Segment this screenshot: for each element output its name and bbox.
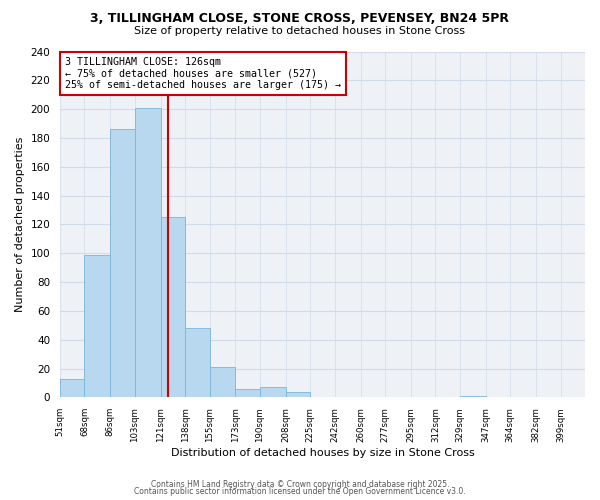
Bar xyxy=(460,396,486,398)
Text: 3 TILLINGHAM CLOSE: 126sqm
← 75% of detached houses are smaller (527)
25% of sem: 3 TILLINGHAM CLOSE: 126sqm ← 75% of deta… xyxy=(65,56,341,90)
Bar xyxy=(135,108,161,398)
Text: 3, TILLINGHAM CLOSE, STONE CROSS, PEVENSEY, BN24 5PR: 3, TILLINGHAM CLOSE, STONE CROSS, PEVENS… xyxy=(91,12,509,26)
Bar xyxy=(260,388,286,398)
Bar xyxy=(85,254,110,398)
Bar xyxy=(235,388,260,398)
Text: Size of property relative to detached houses in Stone Cross: Size of property relative to detached ho… xyxy=(134,26,466,36)
Bar xyxy=(185,328,209,398)
Y-axis label: Number of detached properties: Number of detached properties xyxy=(15,136,25,312)
Bar xyxy=(110,130,135,398)
Text: Contains HM Land Registry data © Crown copyright and database right 2025.: Contains HM Land Registry data © Crown c… xyxy=(151,480,449,489)
Bar xyxy=(286,392,310,398)
Bar xyxy=(60,378,85,398)
Text: Contains public sector information licensed under the Open Government Licence v3: Contains public sector information licen… xyxy=(134,488,466,496)
X-axis label: Distribution of detached houses by size in Stone Cross: Distribution of detached houses by size … xyxy=(170,448,475,458)
Bar xyxy=(209,367,235,398)
Bar xyxy=(161,217,185,398)
